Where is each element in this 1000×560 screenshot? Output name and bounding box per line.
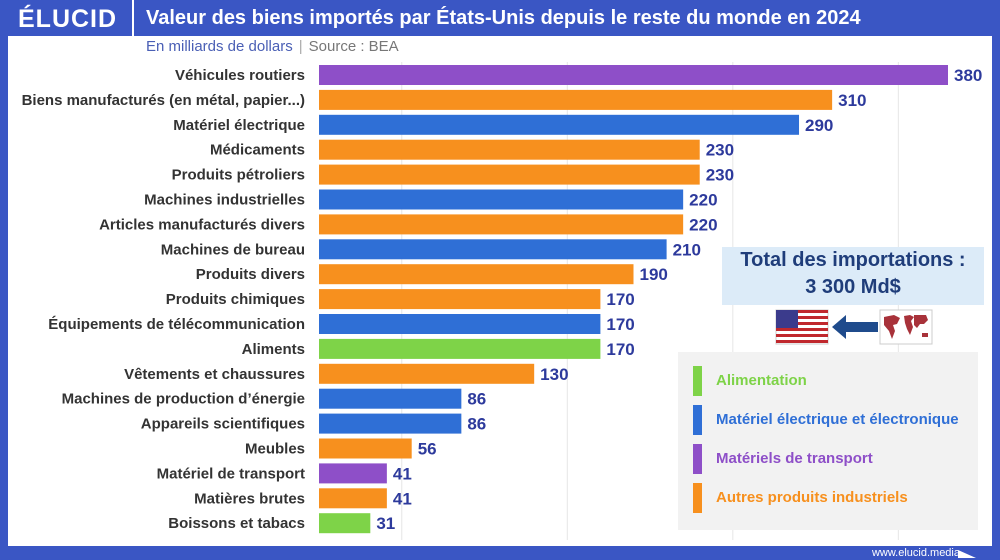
category-label: Véhicules routiers: [175, 67, 305, 84]
legend-label: Alimentation: [716, 372, 807, 389]
import-illustration: [775, 309, 933, 345]
bar: [319, 413, 462, 434]
bar: [319, 314, 601, 334]
value-label: 220: [689, 215, 717, 234]
bar: [319, 338, 601, 359]
chart-title: Valeur des biens importés par États-Unis…: [146, 7, 861, 29]
category-label: Meubles: [245, 441, 305, 458]
bar: [319, 363, 535, 384]
header-divider: [132, 0, 134, 36]
bar: [319, 438, 412, 459]
value-label: 130: [540, 365, 568, 384]
value-label: 310: [838, 91, 866, 110]
elucid-mark-icon: [958, 550, 976, 558]
bar: [319, 239, 667, 260]
value-label: 230: [706, 141, 734, 160]
category-label: Machines industrielles: [144, 192, 305, 209]
value-label: 41: [393, 464, 412, 483]
category-label: Matériel électrique: [173, 117, 305, 134]
value-label: 56: [418, 440, 437, 459]
value-label: 210: [673, 240, 701, 259]
bar: [319, 214, 684, 235]
subtitle: En milliards de dollars | Source : BEA: [146, 38, 399, 55]
bar: [319, 114, 800, 135]
total-value: 3 300 Md$: [805, 276, 901, 298]
category-label: Matériel de transport: [157, 465, 305, 482]
bar: [319, 463, 387, 484]
category-label: Produits pétroliers: [172, 167, 305, 184]
category-label: Articles manufacturés divers: [99, 216, 305, 233]
legend-label: Matériel électrique et électronique: [716, 411, 959, 428]
value-label: 31: [376, 514, 395, 533]
category-label: Machines de production d’énergie: [62, 391, 305, 408]
unit-label: En milliards de dollars: [146, 38, 293, 55]
category-label: Matières brutes: [194, 490, 305, 507]
value-label: 86: [467, 415, 486, 434]
bar: [319, 164, 700, 185]
total-label: Total des importations :: [740, 249, 966, 271]
value-label: 86: [467, 390, 486, 409]
total-box: Total des importations : 3 300 Md$: [722, 247, 984, 305]
bar: [319, 513, 371, 534]
bar: [319, 488, 387, 509]
legend-swatch: [693, 483, 702, 513]
category-label: Appareils scientifiques: [141, 416, 305, 433]
category-label: Aliments: [242, 341, 305, 358]
legend-swatch: [693, 405, 702, 435]
us-flag-icon: [775, 309, 829, 345]
category-label: Biens manufacturés (en métal, papier...): [22, 92, 305, 109]
legend-swatch: [693, 444, 702, 474]
category-label: Produits divers: [196, 266, 305, 283]
legend-swatch: [693, 366, 702, 396]
value-label: 380: [954, 66, 982, 85]
category-label: Produits chimiques: [166, 291, 305, 308]
value-label: 290: [805, 116, 833, 135]
value-label: 170: [606, 315, 634, 334]
category-label: Machines de bureau: [161, 241, 305, 258]
value-label: 170: [606, 290, 634, 309]
bar: [319, 89, 833, 110]
footer-url[interactable]: www.elucid.media: [871, 547, 960, 559]
bar: [319, 388, 462, 409]
legend-label: Autres produits industriels: [716, 489, 908, 506]
elucid-logo: ÉLUCID: [18, 5, 118, 33]
bar: [319, 65, 948, 85]
value-label: 41: [393, 489, 412, 508]
value-label: 220: [689, 191, 717, 210]
category-label: Vêtements et chaussures: [124, 366, 305, 383]
arrow-left-icon: [832, 315, 878, 339]
category-label: Équipements de télécommunication: [48, 316, 305, 333]
value-label: 170: [606, 340, 634, 359]
bar: [319, 189, 684, 210]
legend: Alimentation Matériel électrique et élect…: [678, 352, 978, 530]
bar: [319, 264, 634, 285]
separator: |: [298, 38, 303, 55]
value-label: 190: [640, 265, 668, 284]
category-label: Boissons et tabacs: [168, 515, 305, 532]
legend-label: Matériels de transport: [716, 450, 873, 467]
bar: [319, 289, 601, 310]
source-label: Source : BEA: [308, 38, 399, 55]
value-label: 230: [706, 166, 734, 185]
category-label: Médicaments: [210, 142, 305, 159]
world-map-icon: [879, 309, 933, 345]
bar: [319, 139, 700, 160]
